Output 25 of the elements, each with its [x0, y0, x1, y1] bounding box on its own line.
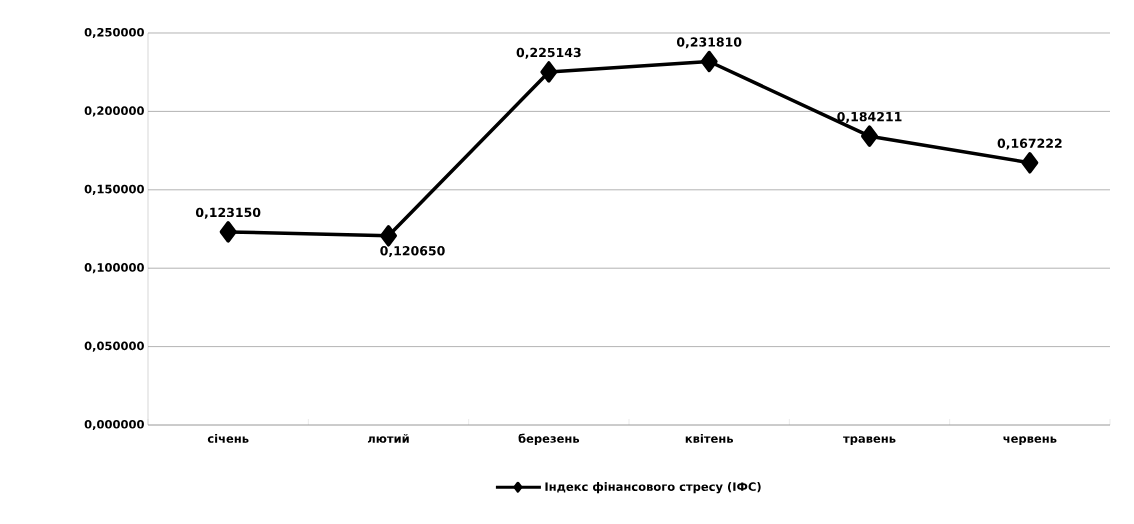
y-tick-label: 0,200000: [84, 106, 144, 117]
x-tick-label: лютий: [367, 433, 409, 443]
point: [540, 61, 558, 83]
y-tick-label: 0,150000: [84, 184, 144, 195]
data-label: 0,184211: [837, 111, 902, 123]
data-label: 0,123150: [195, 207, 261, 219]
legend-label: Індекс фінансового стресу (ІФС): [545, 482, 761, 494]
x-tick-label: січень: [207, 433, 249, 443]
y-tick-label: 0,100000: [84, 263, 144, 274]
point: [1021, 152, 1039, 174]
y-tick-label: 0,250000: [84, 27, 144, 39]
data-label: 0,225143: [516, 47, 581, 59]
x-tick-label: квітень: [685, 433, 734, 443]
data-label: 0,120650: [380, 246, 445, 258]
point: [219, 221, 237, 243]
y-tick-label: 0,000000: [84, 419, 144, 431]
x-tick-label: травень: [843, 436, 896, 446]
point: [861, 125, 879, 147]
data-label: 0,167222: [997, 138, 1062, 150]
point: [380, 225, 397, 247]
x-tick-label: червень: [1003, 436, 1057, 446]
y-tick-label: 0,050000: [84, 341, 144, 352]
data-label: 0,231810: [676, 37, 742, 49]
point: [700, 50, 718, 73]
x-tick-label: березень: [518, 433, 580, 446]
